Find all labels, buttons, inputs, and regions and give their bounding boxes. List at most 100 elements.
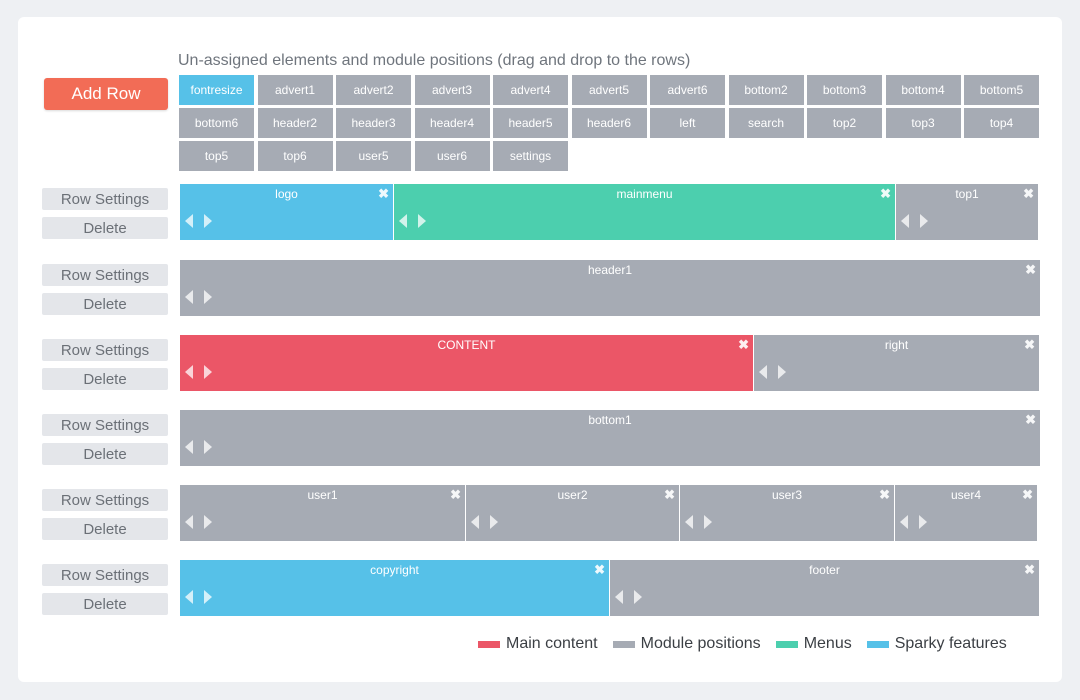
expand-right-arrow-icon[interactable] [920, 214, 928, 228]
unassigned-chip-advert4[interactable]: advert4 [493, 75, 568, 105]
legend: Main content Module positions Menus Sparky … [478, 635, 1007, 653]
unassigned-chip-header4[interactable]: header4 [414, 108, 490, 138]
shrink-left-arrow-icon[interactable] [685, 515, 693, 529]
expand-right-arrow-icon[interactable] [204, 515, 212, 529]
close-icon[interactable]: ✖ [1025, 262, 1036, 277]
shrink-left-arrow-icon[interactable] [185, 515, 193, 529]
position-block-user3[interactable]: user3 ✖ [680, 485, 894, 541]
close-icon[interactable]: ✖ [450, 487, 461, 502]
close-icon[interactable]: ✖ [1025, 412, 1036, 427]
shrink-left-arrow-icon[interactable] [615, 590, 623, 604]
unassigned-chip-user5[interactable]: user5 [336, 141, 411, 171]
delete-row-button[interactable]: Delete [42, 593, 168, 615]
expand-right-arrow-icon[interactable] [634, 590, 642, 604]
delete-row-button[interactable]: Delete [42, 293, 168, 315]
unassigned-chip-bottom4[interactable]: bottom4 [885, 75, 961, 105]
shrink-left-arrow-icon[interactable] [185, 440, 193, 454]
delete-row-button[interactable]: Delete [42, 368, 168, 390]
close-icon[interactable]: ✖ [378, 186, 389, 201]
unassigned-chip-advert6[interactable]: advert6 [650, 75, 725, 105]
unassigned-chip-header5[interactable]: header5 [493, 108, 568, 138]
unassigned-chip-bottom3[interactable]: bottom3 [807, 75, 882, 105]
unassigned-chip-advert2[interactable]: advert2 [336, 75, 411, 105]
legend-item-menu: Menus [775, 635, 852, 653]
shrink-left-arrow-icon[interactable] [185, 290, 193, 304]
unassigned-chip-top2[interactable]: top2 [807, 108, 882, 138]
expand-right-arrow-icon[interactable] [490, 515, 498, 529]
shrink-left-arrow-icon[interactable] [471, 515, 479, 529]
expand-right-arrow-icon[interactable] [704, 515, 712, 529]
shrink-left-arrow-icon[interactable] [185, 365, 193, 379]
close-icon[interactable]: ✖ [1023, 186, 1034, 201]
unassigned-chip-top4[interactable]: top4 [964, 108, 1039, 138]
close-icon[interactable]: ✖ [879, 487, 890, 502]
shrink-left-arrow-icon[interactable] [901, 214, 909, 228]
unassigned-chip-header3[interactable]: header3 [336, 108, 411, 138]
position-label: right [884, 338, 909, 352]
unassigned-chip-header2[interactable]: header2 [257, 108, 333, 138]
unassigned-chip-bottom2[interactable]: bottom2 [728, 75, 804, 105]
add-row-button[interactable]: Add Row [44, 78, 168, 110]
row-settings-button[interactable]: Row Settings [42, 188, 168, 210]
unassigned-chip-top3[interactable]: top3 [885, 108, 961, 138]
close-icon[interactable]: ✖ [738, 337, 749, 352]
position-block-header1[interactable]: header1 ✖ [180, 260, 1040, 316]
unassigned-chip-top6[interactable]: top6 [257, 141, 333, 171]
expand-right-arrow-icon[interactable] [204, 440, 212, 454]
expand-right-arrow-icon[interactable] [778, 365, 786, 379]
row-settings-button[interactable]: Row Settings [42, 264, 168, 286]
close-icon[interactable]: ✖ [1024, 337, 1035, 352]
unassigned-chip-user6[interactable]: user6 [414, 141, 490, 171]
legend-swatch [478, 640, 500, 648]
expand-right-arrow-icon[interactable] [418, 214, 426, 228]
expand-right-arrow-icon[interactable] [204, 214, 212, 228]
row-settings-button[interactable]: Row Settings [42, 414, 168, 436]
shrink-left-arrow-icon[interactable] [185, 590, 193, 604]
position-block-footer[interactable]: footer ✖ [610, 560, 1039, 616]
unassigned-chip-left[interactable]: left [650, 108, 725, 138]
position-block-bottom1[interactable]: bottom1 ✖ [180, 410, 1040, 466]
row-settings-button[interactable]: Row Settings [42, 339, 168, 361]
close-icon[interactable]: ✖ [664, 487, 675, 502]
unassigned-chip-top5[interactable]: top5 [179, 141, 254, 171]
shrink-left-arrow-icon[interactable] [900, 515, 908, 529]
expand-right-arrow-icon[interactable] [204, 365, 212, 379]
shrink-left-arrow-icon[interactable] [759, 365, 767, 379]
delete-row-button[interactable]: Delete [42, 443, 168, 465]
close-icon[interactable]: ✖ [880, 186, 891, 201]
expand-right-arrow-icon[interactable] [919, 515, 927, 529]
legend-item-module: Module positions [612, 635, 761, 653]
close-icon[interactable]: ✖ [1024, 562, 1035, 577]
expand-right-arrow-icon[interactable] [204, 590, 212, 604]
position-block-copyright[interactable]: copyright ✖ [180, 560, 609, 616]
unassigned-chip-header6[interactable]: header6 [571, 108, 647, 138]
unassigned-chip-bottom6[interactable]: bottom6 [179, 108, 254, 138]
delete-row-button[interactable]: Delete [42, 518, 168, 540]
position-block-logo[interactable]: logo ✖ [180, 184, 393, 240]
legend-swatch [866, 640, 889, 648]
unassigned-chip-advert3[interactable]: advert3 [414, 75, 490, 105]
unassigned-chip-bottom5[interactable]: bottom5 [964, 75, 1039, 105]
row-settings-button[interactable]: Row Settings [42, 489, 168, 511]
position-block-content[interactable]: CONTENT ✖ [180, 335, 753, 391]
shrink-left-arrow-icon[interactable] [185, 214, 193, 228]
legend-item-sparky: Sparky features [866, 635, 1007, 653]
shrink-left-arrow-icon[interactable] [399, 214, 407, 228]
row-settings-button[interactable]: Row Settings [42, 564, 168, 586]
position-block-user2[interactable]: user2 ✖ [466, 485, 679, 541]
close-icon[interactable]: ✖ [594, 562, 605, 577]
unassigned-chip-search[interactable]: search [728, 108, 804, 138]
unassigned-chip-advert1[interactable]: advert1 [257, 75, 333, 105]
unassigned-chip-fontresize[interactable]: fontresize [179, 75, 254, 105]
position-label: bottom1 [588, 413, 632, 427]
close-icon[interactable]: ✖ [1022, 487, 1033, 502]
expand-right-arrow-icon[interactable] [204, 290, 212, 304]
delete-row-button[interactable]: Delete [42, 217, 168, 239]
position-block-user1[interactable]: user1 ✖ [180, 485, 465, 541]
unassigned-chip-settings[interactable]: settings [493, 141, 568, 171]
position-block-user4[interactable]: user4 ✖ [895, 485, 1037, 541]
unassigned-chip-advert5[interactable]: advert5 [571, 75, 647, 105]
position-block-mainmenu[interactable]: mainmenu ✖ [394, 184, 895, 240]
position-block-right[interactable]: right ✖ [754, 335, 1039, 391]
position-block-top1[interactable]: top1 ✖ [896, 184, 1038, 240]
